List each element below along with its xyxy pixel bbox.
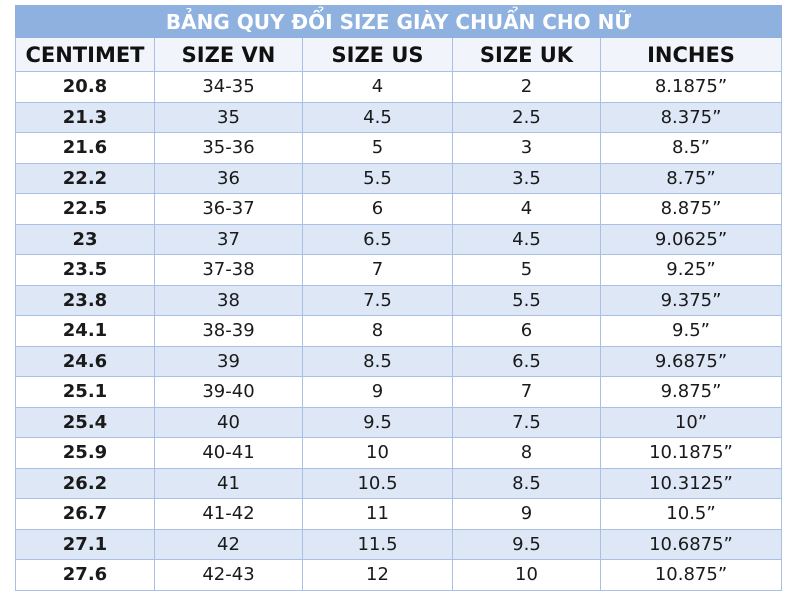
- table-cell: 8.75”: [601, 163, 782, 194]
- table-cell: 9.5: [453, 529, 601, 560]
- table-cell: 9.5”: [601, 316, 782, 347]
- table-cell: 9.5: [303, 407, 453, 438]
- table-cell: 8.375”: [601, 102, 782, 133]
- table-cell: 9.375”: [601, 285, 782, 316]
- table-cell: 35: [155, 102, 303, 133]
- table-cell: 20.8: [15, 72, 155, 103]
- table-cell: 39-40: [155, 377, 303, 408]
- table-cell: 5.5: [303, 163, 453, 194]
- table-cell: 7: [303, 255, 453, 286]
- table-cell: 26.2: [15, 468, 155, 499]
- table-cell: 22.5: [15, 194, 155, 225]
- table-cell: 3: [453, 133, 601, 164]
- table-cell: 10”: [601, 407, 782, 438]
- table-cell: 4: [453, 194, 601, 225]
- table-cell: 9.875”: [601, 377, 782, 408]
- table-cell: 7.5: [303, 285, 453, 316]
- table-cell: 11: [303, 499, 453, 530]
- table-cell: 37: [155, 224, 303, 255]
- table-cell: 8.1875”: [601, 72, 782, 103]
- table-cell: 26.7: [15, 499, 155, 530]
- table-cell: 42: [155, 529, 303, 560]
- table-cell: 5: [453, 255, 601, 286]
- table-cell: 2: [453, 72, 601, 103]
- table-cell: 9.25”: [601, 255, 782, 286]
- table-cell: 25.1: [15, 377, 155, 408]
- table-cell: 27.6: [15, 560, 155, 591]
- column-header: INCHES: [601, 38, 782, 72]
- table-cell: 40: [155, 407, 303, 438]
- table-cell: 25.4: [15, 407, 155, 438]
- table-cell: 22.2: [15, 163, 155, 194]
- table-cell: 4.5: [453, 224, 601, 255]
- table-cell: 6: [303, 194, 453, 225]
- table-cell: 38-39: [155, 316, 303, 347]
- table-cell: 23.5: [15, 255, 155, 286]
- table-cell: 12: [303, 560, 453, 591]
- table-cell: 38: [155, 285, 303, 316]
- table-cell: 7.5: [453, 407, 601, 438]
- table-cell: 8.875”: [601, 194, 782, 225]
- table-cell: 36-37: [155, 194, 303, 225]
- table-cell: 8.5: [453, 468, 601, 499]
- table-cell: 6.5: [453, 346, 601, 377]
- table-cell: 5.5: [453, 285, 601, 316]
- table-cell: 10.875”: [601, 560, 782, 591]
- table-cell: 23.8: [15, 285, 155, 316]
- table-cell: 6: [453, 316, 601, 347]
- table-cell: 24.1: [15, 316, 155, 347]
- table-cell: 9: [303, 377, 453, 408]
- table-cell: 9.6875”: [601, 346, 782, 377]
- table-cell: 10.6875”: [601, 529, 782, 560]
- column-header: SIZE US: [303, 38, 453, 72]
- table-cell: 10.5: [303, 468, 453, 499]
- table-cell: 41-42: [155, 499, 303, 530]
- table-cell: 36: [155, 163, 303, 194]
- table-cell: 8.5”: [601, 133, 782, 164]
- table-cell: 34-35: [155, 72, 303, 103]
- table-cell: 24.6: [15, 346, 155, 377]
- size-table: BẢNG QUY ĐỔI SIZE GIÀY CHUẨN CHO NỮ CENT…: [15, 5, 782, 591]
- table-cell: 21.3: [15, 102, 155, 133]
- table-cell: 10.5”: [601, 499, 782, 530]
- table-cell: 6.5: [303, 224, 453, 255]
- table-cell: 8: [453, 438, 601, 469]
- table-cell: 39: [155, 346, 303, 377]
- table-cell: 21.6: [15, 133, 155, 164]
- table-cell: 3.5: [453, 163, 601, 194]
- table-cell: 10.3125”: [601, 468, 782, 499]
- table-cell: 4: [303, 72, 453, 103]
- table-cell: 4.5: [303, 102, 453, 133]
- table-cell: 8.5: [303, 346, 453, 377]
- table-cell: 11.5: [303, 529, 453, 560]
- table-cell: 35-36: [155, 133, 303, 164]
- column-header: SIZE VN: [155, 38, 303, 72]
- table-cell: 40-41: [155, 438, 303, 469]
- table-cell: 41: [155, 468, 303, 499]
- column-header: SIZE UK: [453, 38, 601, 72]
- table-cell: 10: [303, 438, 453, 469]
- table-title: BẢNG QUY ĐỔI SIZE GIÀY CHUẨN CHO NỮ: [15, 5, 782, 38]
- table-cell: 42-43: [155, 560, 303, 591]
- table-cell: 7: [453, 377, 601, 408]
- table-cell: 37-38: [155, 255, 303, 286]
- table-cell: 9: [453, 499, 601, 530]
- table-cell: 9.0625”: [601, 224, 782, 255]
- table-cell: 25.9: [15, 438, 155, 469]
- table-cell: 23: [15, 224, 155, 255]
- table-cell: 10: [453, 560, 601, 591]
- table-cell: 10.1875”: [601, 438, 782, 469]
- table-cell: 8: [303, 316, 453, 347]
- table-cell: 5: [303, 133, 453, 164]
- table-cell: 27.1: [15, 529, 155, 560]
- table-cell: 2.5: [453, 102, 601, 133]
- column-header: CENTIMET: [15, 38, 155, 72]
